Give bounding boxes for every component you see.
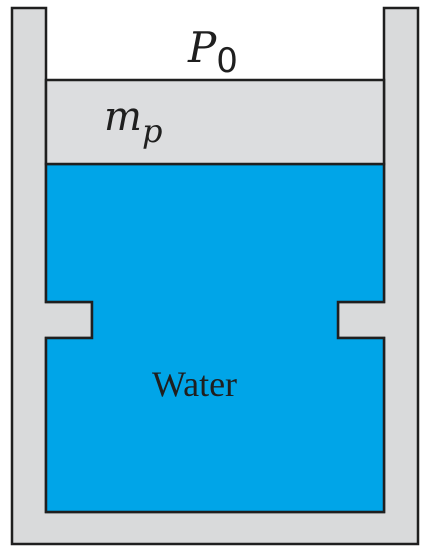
piston-mass-label: mp: [104, 94, 162, 150]
pressure-symbol: P: [187, 23, 217, 72]
piston-mass-symbol: m: [104, 94, 142, 140]
pressure-subscript: 0: [216, 41, 238, 81]
water-region: [44, 162, 386, 514]
pressure-label: P0: [187, 23, 238, 81]
piston-mass-subscript: p: [142, 112, 162, 150]
water-label: Water: [152, 364, 237, 404]
piston: [44, 78, 386, 166]
